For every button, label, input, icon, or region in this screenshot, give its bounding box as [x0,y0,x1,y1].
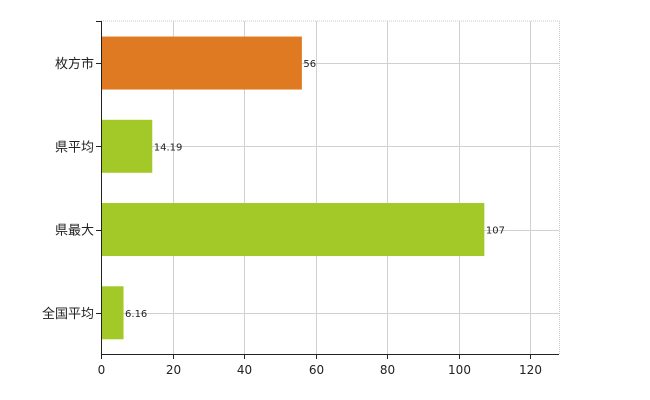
category-label-1: 枚方市 [55,56,94,72]
x-tick-label-80: 80 [380,363,395,377]
bar-2 [101,119,153,173]
data-label-2: 14.19 [154,142,183,153]
bar-4 [101,286,124,340]
category-label-4: 全国平均 [42,306,94,322]
category-label-3: 県最大 [55,224,94,239]
x-tick-label-0: 0 [98,363,106,377]
bar-3 [101,203,485,257]
category-label-2: 県平均 [55,140,94,155]
data-label-4: 6.16 [125,309,147,320]
bars [101,36,485,340]
bar-1 [101,36,302,90]
x-tick-label-100: 100 [448,363,471,377]
data-labels: 56 14.19 107 6.16 [125,59,505,320]
x-tick-label-20: 20 [166,363,181,377]
x-tick-label-120: 120 [519,363,542,377]
data-label-3: 107 [486,226,505,237]
data-label-1: 56 [303,59,316,70]
x-tick-label-60: 60 [309,363,324,377]
x-tick-label-40: 40 [237,363,252,377]
